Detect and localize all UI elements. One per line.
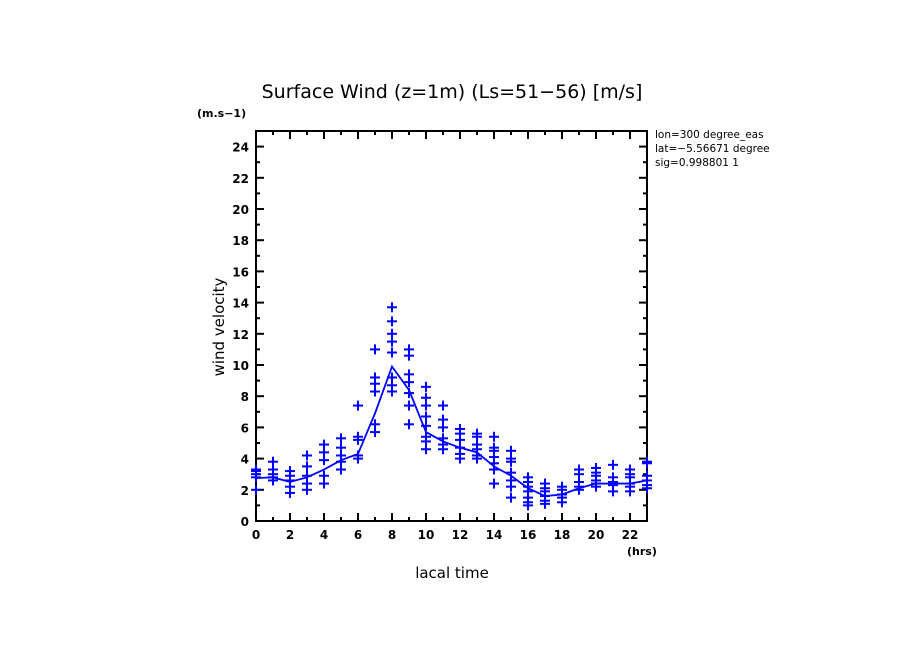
data-point xyxy=(421,400,431,411)
data-point xyxy=(625,486,635,497)
y-tick-label: 0 xyxy=(241,515,249,529)
annotation-lon: lon=300 degree_eas xyxy=(655,129,764,141)
data-point xyxy=(523,500,533,511)
x-tick-label: 14 xyxy=(486,528,503,542)
data-point xyxy=(353,400,363,411)
data-point xyxy=(302,484,312,495)
x-tick-label: 20 xyxy=(588,528,605,542)
y-tick-label: 8 xyxy=(241,390,249,404)
data-point xyxy=(438,444,448,455)
data-point xyxy=(251,472,261,483)
data-point xyxy=(421,381,431,392)
data-point xyxy=(506,492,516,503)
y-tick-label: 20 xyxy=(232,203,249,217)
data-point xyxy=(387,386,397,397)
y-axis-label: wind velocity xyxy=(210,277,228,376)
data-point xyxy=(387,316,397,327)
x-units-label: (hrs) xyxy=(627,545,657,558)
data-point xyxy=(455,453,465,464)
data-point xyxy=(591,481,601,492)
axis-ticks xyxy=(255,130,648,522)
data-point xyxy=(404,400,414,411)
plot-frame xyxy=(255,130,648,522)
data-point xyxy=(302,461,312,472)
y-tick-label: 16 xyxy=(232,265,249,279)
data-point xyxy=(540,498,550,509)
data-point xyxy=(608,459,618,470)
data-point xyxy=(285,487,295,498)
chart-title: Surface Wind (z=1m) (Ls=51−56) [m/s] xyxy=(262,81,643,103)
data-point xyxy=(404,350,414,361)
data-point xyxy=(642,458,652,469)
data-point xyxy=(421,411,431,422)
x-tick-label: 4 xyxy=(320,528,328,542)
annotation-sig: sig=0.998801 1 xyxy=(655,157,739,169)
data-point xyxy=(387,336,397,347)
data-point xyxy=(506,456,516,467)
x-tick-labels: 0 2 4 6 8 10 12 14 16 18 20 22 xyxy=(252,528,639,542)
y-tick-label: 2 xyxy=(241,484,249,498)
data-point xyxy=(353,434,363,445)
y-tick-label: 12 xyxy=(232,328,249,342)
data-point xyxy=(336,433,346,444)
data-point xyxy=(302,450,312,461)
x-tick-label: 0 xyxy=(252,528,260,542)
data-point xyxy=(608,486,618,497)
x-axis-label: lacal time xyxy=(415,564,489,582)
data-point xyxy=(319,478,329,489)
data-point xyxy=(251,484,261,495)
data-point xyxy=(404,377,414,388)
data-point xyxy=(370,344,380,355)
data-point xyxy=(421,444,431,455)
x-tick-label: 2 xyxy=(286,528,294,542)
data-point xyxy=(574,484,584,495)
data-point xyxy=(387,347,397,358)
data-point xyxy=(319,455,329,466)
x-tick-label: 8 xyxy=(388,528,396,542)
data-point xyxy=(404,419,414,430)
y-tick-label: 14 xyxy=(232,297,249,311)
data-point xyxy=(506,481,516,492)
data-point xyxy=(489,478,499,489)
y-tick-label: 18 xyxy=(232,234,249,248)
y-tick-label: 4 xyxy=(241,453,249,467)
data-point xyxy=(642,483,652,494)
data-point xyxy=(489,464,499,475)
mean-line xyxy=(255,364,648,497)
x-tick-label: 12 xyxy=(452,528,469,542)
data-point xyxy=(387,302,397,313)
data-point xyxy=(353,453,363,464)
y-units-label: (m.s−1) xyxy=(197,107,246,120)
data-point xyxy=(404,388,414,399)
x-tick-label: 22 xyxy=(622,528,639,542)
data-marks xyxy=(251,302,652,511)
data-point xyxy=(472,453,482,464)
annotation-lat: lat=−5.56671 degree xyxy=(655,143,770,155)
data-point xyxy=(438,400,448,411)
y-tick-label: 6 xyxy=(241,421,249,435)
y-tick-label: 24 xyxy=(232,141,249,155)
plot-border xyxy=(255,130,648,522)
data-point xyxy=(370,386,380,397)
data-point xyxy=(421,420,431,431)
y-tick-label: 22 xyxy=(232,172,249,186)
data-point xyxy=(557,497,567,508)
data-point xyxy=(268,475,278,486)
x-tick-label: 16 xyxy=(520,528,537,542)
data-point xyxy=(438,422,448,433)
x-tick-label: 10 xyxy=(418,528,435,542)
data-point xyxy=(489,431,499,442)
data-point xyxy=(370,427,380,438)
x-tick-label: 6 xyxy=(354,528,362,542)
data-point xyxy=(336,464,346,475)
x-tick-label: 18 xyxy=(554,528,571,542)
y-tick-label: 10 xyxy=(232,359,249,373)
